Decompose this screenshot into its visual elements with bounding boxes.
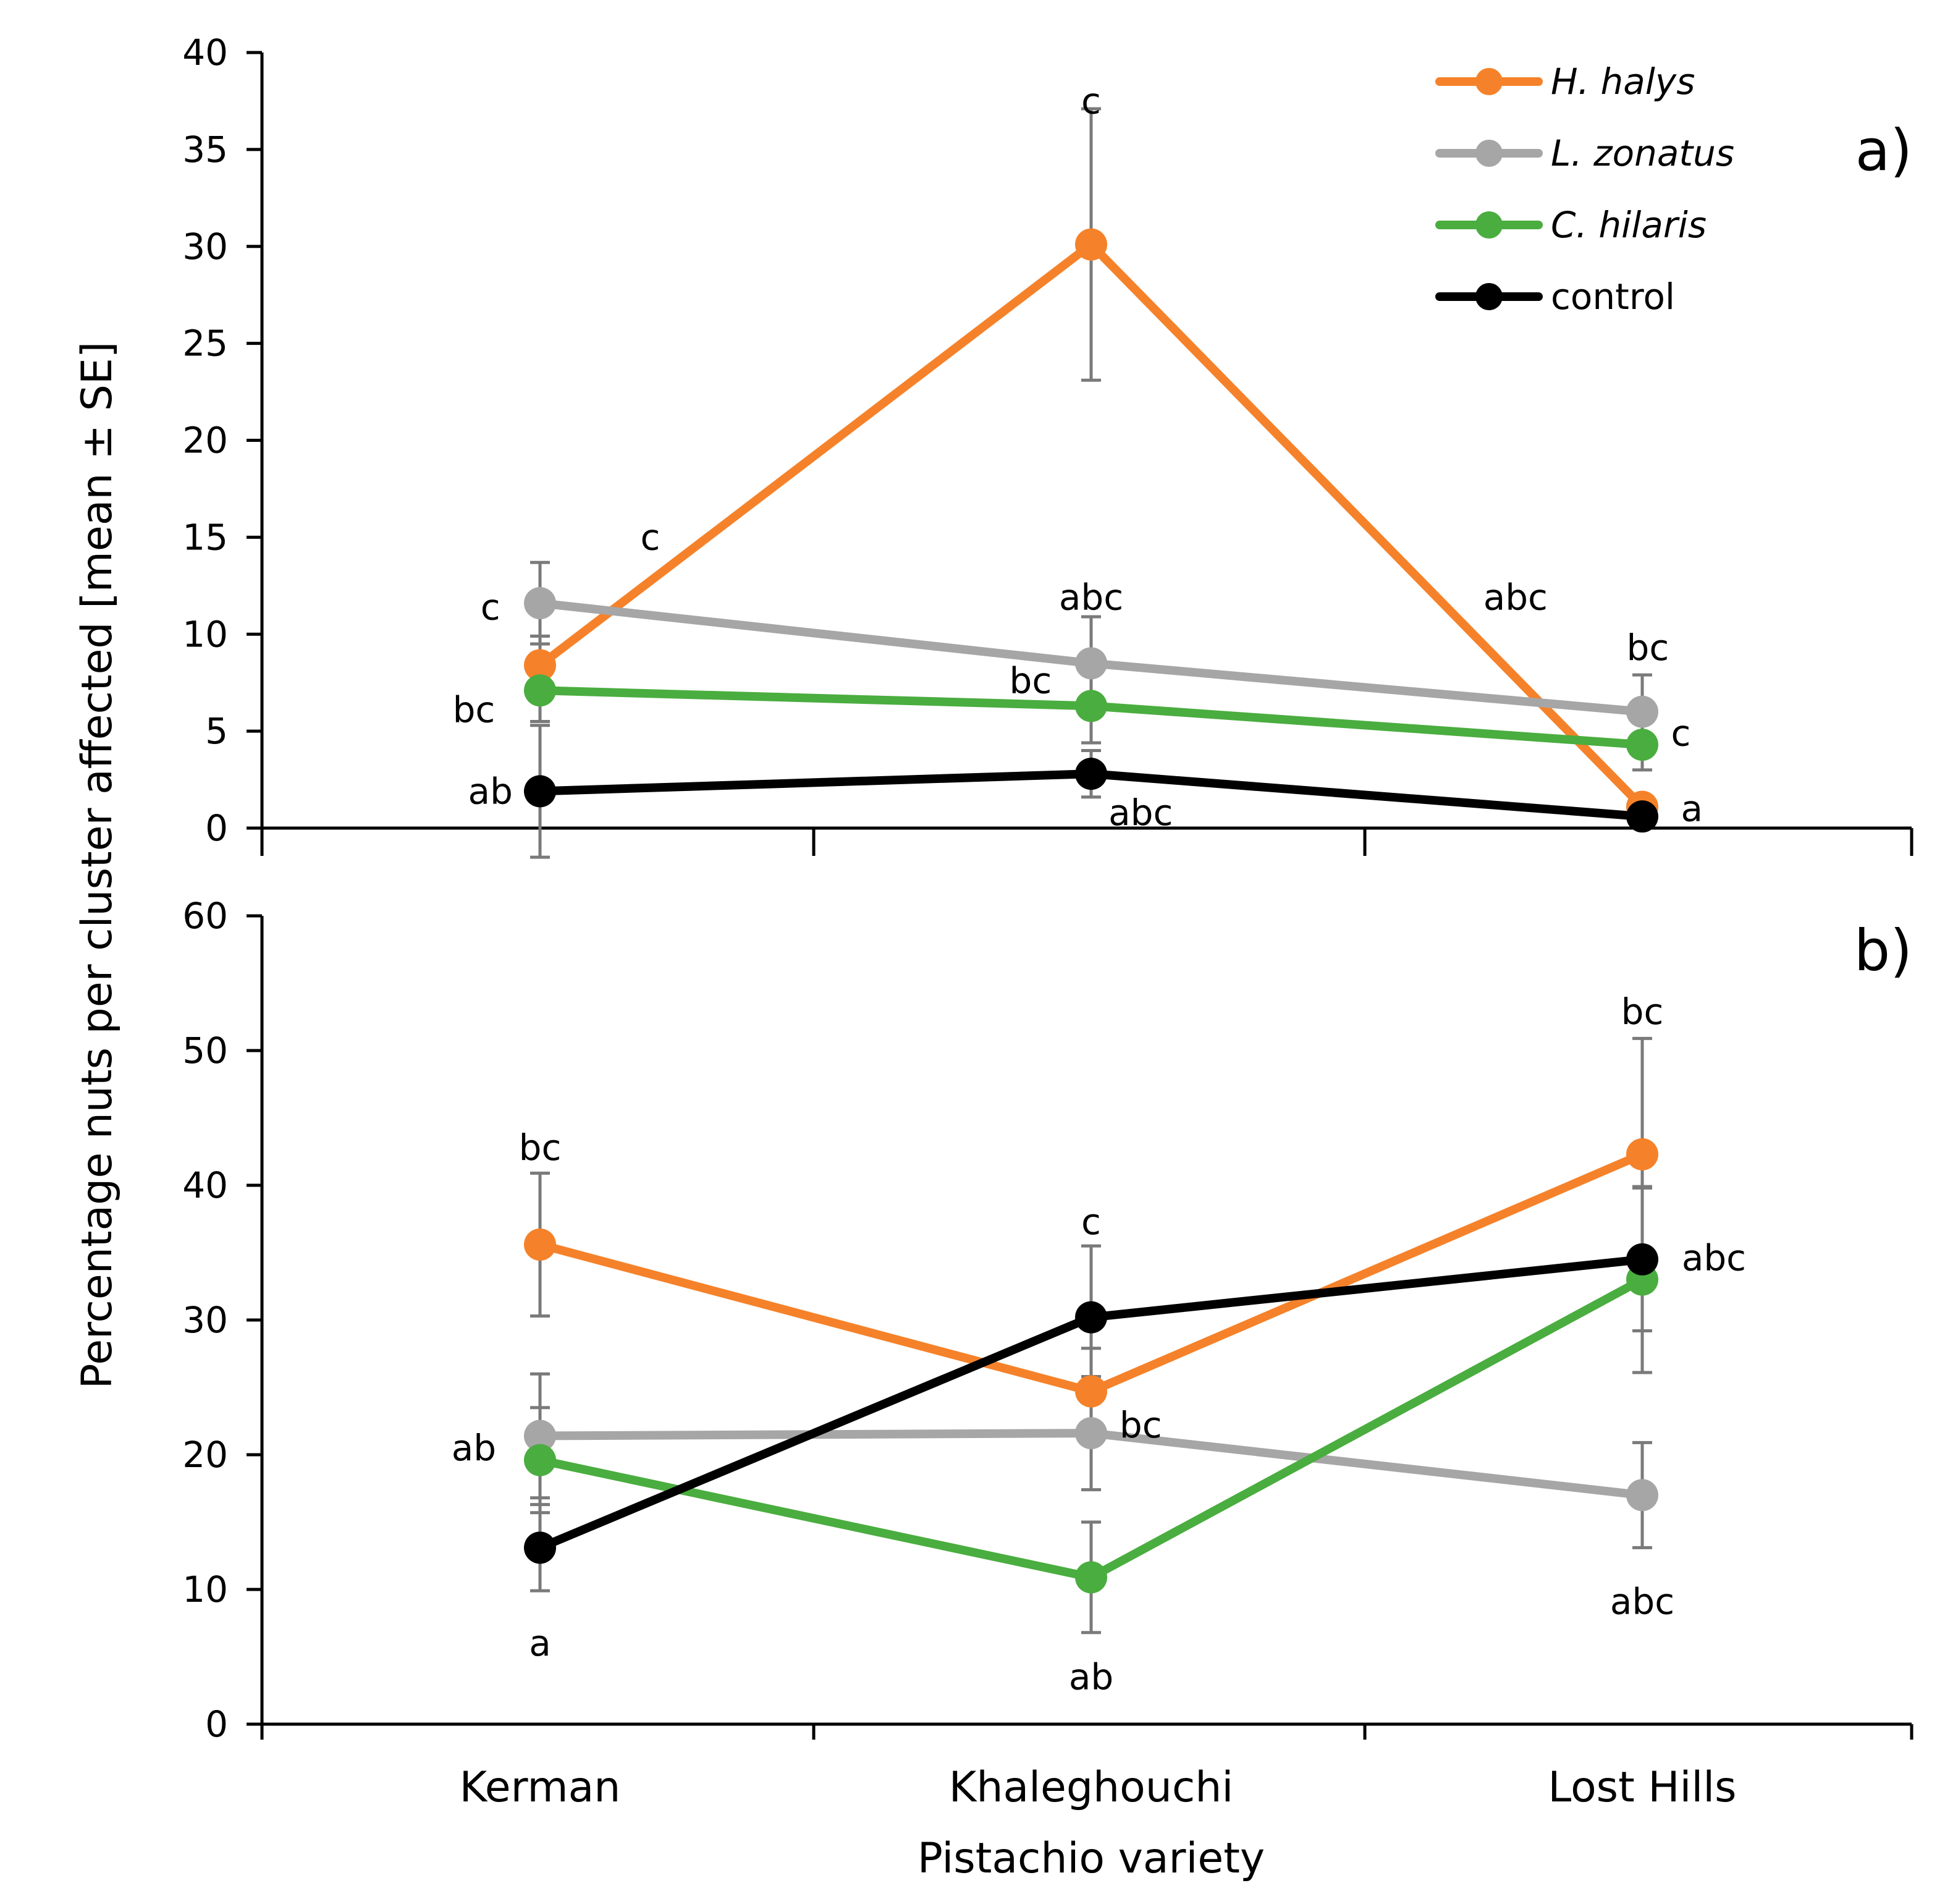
panel-a-point-c-hilaris-khaleghouchi <box>1075 690 1107 722</box>
panel-a-point-h-halys-khaleghouchi <box>1075 228 1107 261</box>
legend-entry-control: control <box>1435 276 1675 318</box>
panel-b-significance-label: c <box>1081 1201 1101 1243</box>
panel-b-point-c-hilaris-khaleghouchi <box>1075 1561 1107 1594</box>
panel-a-y-tick-label: 20 <box>182 420 228 462</box>
panel-a-significance-label: ab <box>468 770 513 812</box>
panel-b-significance-label: a <box>529 1622 551 1664</box>
panel-a-y-tick-label: 15 <box>182 516 228 558</box>
panel-b-y-tick-label: 50 <box>182 1030 228 1072</box>
legend-entry-h-halys: H. halys <box>1435 61 1695 103</box>
panel-b-y-tick-label: 40 <box>182 1164 228 1206</box>
panel-a-point-l-zonatus-khaleghouchi <box>1075 647 1107 680</box>
x-tick-label-lost-hills: Lost Hills <box>1548 1763 1736 1812</box>
panel-a-significance-label: abc <box>1059 577 1123 619</box>
legend: H. halys L. zonatus C. hilaris control <box>1435 61 1734 318</box>
legend-label-control: control <box>1551 276 1675 318</box>
x-axis-title: Pistachio variety <box>918 1834 1265 1883</box>
legend-swatch-marker <box>1475 68 1503 95</box>
panel-b-point-control-khaleghouchi <box>1075 1301 1107 1334</box>
panel-a-point-c-hilaris-lost-hills <box>1626 729 1658 761</box>
panel-a-point-l-zonatus-kerman <box>524 587 556 620</box>
panel-a-y-tick-label: 40 <box>182 32 228 74</box>
panel-b-point-control-lost-hills <box>1626 1243 1658 1276</box>
panel-a-y-tick-label: 5 <box>205 710 228 752</box>
panel-b-point-h-halys-kerman <box>524 1228 556 1261</box>
panel-a-y-tick-label: 10 <box>182 613 228 655</box>
panel-b-y-tick-label: 60 <box>182 895 228 937</box>
legend-swatch-marker <box>1475 211 1503 239</box>
panel-b-significance-label: ab <box>452 1427 496 1469</box>
panel-b-significance-label: abc <box>1610 1581 1674 1623</box>
panel-a-y-tick-label: 35 <box>182 129 228 171</box>
panel-b-significance-label: ab <box>1069 1656 1113 1698</box>
panel-a-significance-label: c <box>640 516 660 558</box>
panel-a-point-c-hilaris-kerman <box>524 674 556 707</box>
panel-a-significance-label: a <box>1681 788 1703 830</box>
panel-b-label: b) <box>1854 918 1912 984</box>
y-axis-title: Percentage nuts per cluster affected [me… <box>73 342 122 1389</box>
x-tick-label-kerman: Kerman <box>460 1763 621 1812</box>
legend-label-c-hilaris: C. hilaris <box>1551 204 1707 246</box>
panel-b-y-tick-label: 30 <box>182 1299 228 1341</box>
panel-b-point-h-halys-khaleghouchi <box>1075 1375 1107 1408</box>
panel-b-point-l-zonatus-lost-hills <box>1626 1479 1658 1512</box>
panel-a-point-h-halys-kerman <box>524 649 556 682</box>
panel-b-point-l-zonatus-kerman <box>524 1420 556 1452</box>
panel-a-y-tick-label: 30 <box>182 226 228 268</box>
panel-b-significance-label: abc <box>1682 1237 1746 1279</box>
panel-a-significance-label: c <box>1081 80 1101 122</box>
panel-a-significance-label: c <box>1671 712 1690 754</box>
legend-entry-l-zonatus: L. zonatus <box>1435 132 1734 174</box>
panel-a-significance-label: bc <box>453 689 496 731</box>
panel-a-label: a) <box>1855 117 1912 184</box>
panel-a-significance-label: abc <box>1483 577 1548 619</box>
legend-entry-c-hilaris: C. hilaris <box>1435 204 1707 246</box>
panel-a-point-l-zonatus-lost-hills <box>1626 695 1658 728</box>
panel-a-significance-label: abc <box>1108 792 1173 834</box>
legend-swatch-marker <box>1475 283 1503 310</box>
legend-label-l-zonatus: L. zonatus <box>1551 132 1734 174</box>
panel-a-significance-label: bc <box>1010 660 1052 702</box>
panel-b-point-c-hilaris-kerman <box>524 1444 556 1476</box>
panel-b-plot: 0 10 20 30 40 50 60 bc ab a c bc ab bc abc abc <box>182 895 1913 1745</box>
panel-a-significance-label: bc <box>1627 627 1669 669</box>
panel-a-y-tick-label: 0 <box>205 807 228 849</box>
panel-b-significance-label: bc <box>1621 991 1664 1033</box>
panel-b-point-control-kerman <box>524 1531 556 1564</box>
panel-b-significance-label: bc <box>519 1127 562 1169</box>
legend-swatch-marker <box>1475 140 1503 167</box>
legend-label-h-halys: H. halys <box>1551 61 1695 103</box>
panel-a-point-control-khaleghouchi <box>1075 758 1107 790</box>
panel-a-point-control-lost-hills <box>1626 800 1658 833</box>
panel-b-y-tick-label: 10 <box>182 1568 228 1610</box>
panel-a-y-tick-label: 25 <box>182 323 228 365</box>
panel-b-y-tick-label: 0 <box>205 1703 228 1745</box>
panel-a-point-control-kerman <box>524 775 556 808</box>
panel-b-y-tick-label: 20 <box>182 1434 228 1476</box>
x-tick-label-khaleghouchi: Khaleghouchi <box>949 1763 1233 1812</box>
panel-b-point-l-zonatus-khaleghouchi <box>1075 1417 1107 1450</box>
panel-a-significance-label: c <box>481 586 500 628</box>
panel-b-significance-label: bc <box>1120 1404 1162 1446</box>
panel-b-point-h-halys-lost-hills <box>1626 1138 1658 1170</box>
